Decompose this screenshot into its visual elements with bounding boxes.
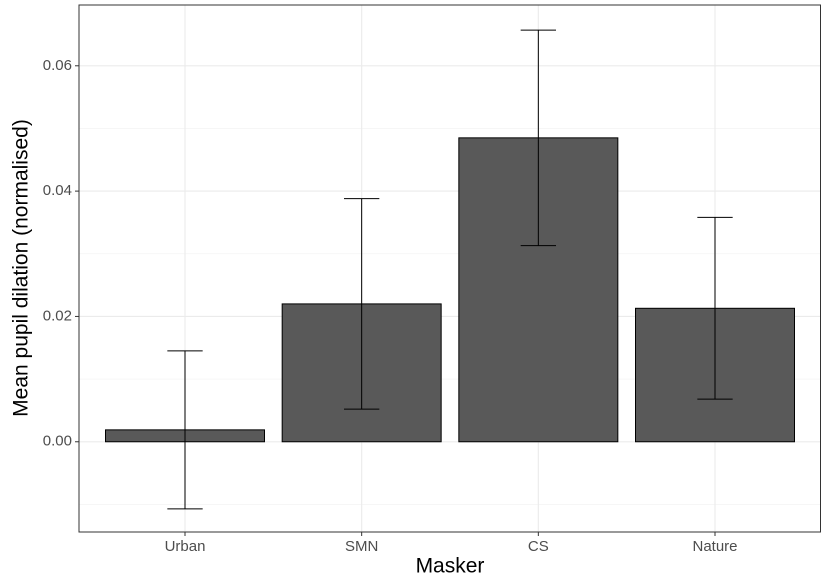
error-bar bbox=[167, 350, 203, 510]
y-tick-label: 0.02 bbox=[43, 307, 72, 324]
error-bar bbox=[520, 29, 556, 247]
x-axis-title: Masker bbox=[416, 555, 485, 578]
y-axis-title: Mean pupil dilation (normalised) bbox=[10, 119, 33, 417]
error-bar bbox=[344, 198, 380, 410]
x-tick-label: CS bbox=[528, 538, 549, 555]
y-tick-label: 0.06 bbox=[43, 57, 72, 74]
y-tick-label: 0.00 bbox=[43, 433, 72, 450]
x-tick-label: SMN bbox=[345, 538, 378, 555]
x-tick-label: Nature bbox=[692, 538, 737, 555]
panel-border bbox=[78, 4, 821, 533]
error-bar bbox=[697, 216, 733, 400]
y-tick-label: 0.04 bbox=[43, 182, 72, 199]
x-tick-label: Urban bbox=[165, 538, 206, 555]
